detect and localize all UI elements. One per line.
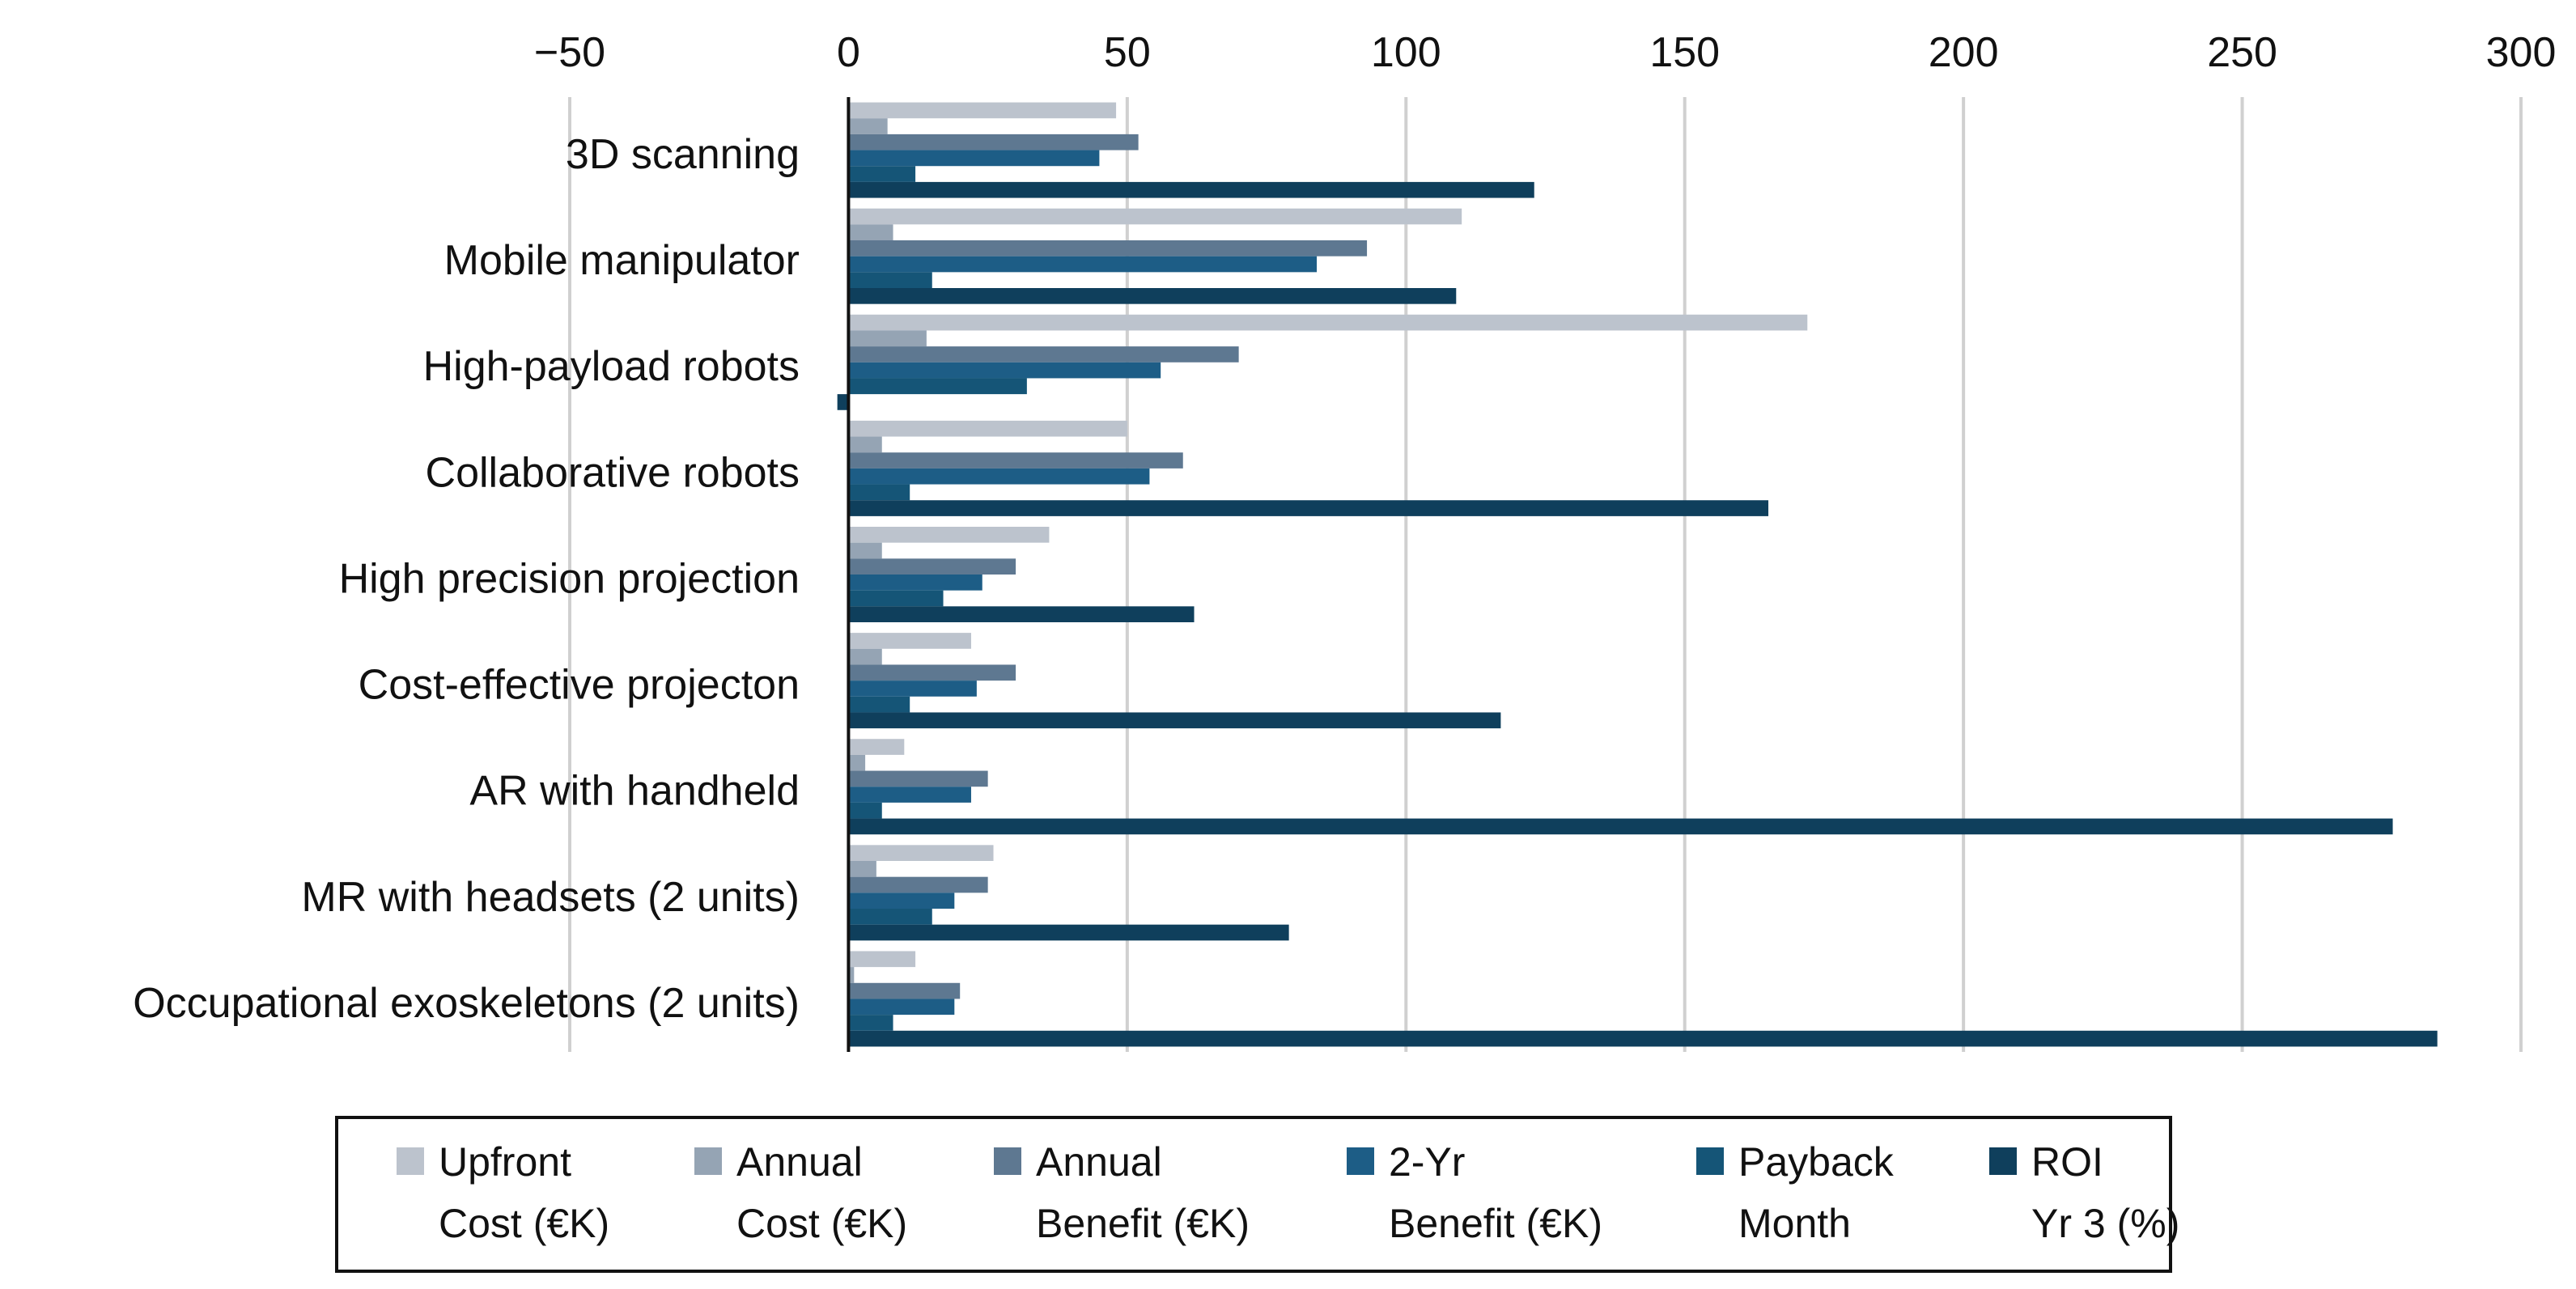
legend-label: Annual — [1036, 1139, 1162, 1185]
bar-annual-cost-k — [848, 118, 888, 134]
bar-payback-month — [848, 590, 944, 607]
category-label: Occupational exoskeletons (2 units) — [133, 980, 800, 1027]
bar-annual-benefit-k — [848, 982, 961, 999]
x-tick-label: 300 — [2486, 29, 2557, 76]
legend-swatch — [397, 1147, 424, 1175]
legend-swatch — [994, 1147, 1021, 1175]
bar-annual-benefit-k — [848, 134, 1139, 151]
legend-label: Month — [1738, 1201, 1851, 1246]
category-label: MR with headsets (2 units) — [301, 874, 800, 921]
category-label: AR with handheld — [469, 768, 800, 815]
x-axis-tick-labels: −50 0 50 100 150 200 250 300 — [534, 29, 2556, 76]
legend-label: 2-Yr — [1389, 1139, 1465, 1185]
bar-annual-benefit-k — [848, 346, 1239, 363]
bar-2-yr-benefit-k — [848, 893, 955, 909]
x-tick-label: 100 — [1371, 29, 1441, 76]
x-tick-label: −50 — [534, 29, 605, 76]
bar-roi-yr-3 — [848, 181, 1534, 198]
legend-swatch — [1347, 1147, 1374, 1175]
bar-annual-benefit-k — [848, 452, 1183, 469]
legend-label: Annual — [736, 1139, 863, 1185]
x-tick-label: 200 — [1929, 29, 1999, 76]
legend-label: ROI — [2031, 1139, 2103, 1185]
bar-annual-cost-k — [848, 542, 882, 559]
bar-2-yr-benefit-k — [848, 787, 971, 803]
category-label: High-payload robots — [423, 343, 800, 390]
bar-annual-cost-k — [848, 648, 882, 665]
bar-roi-yr-3 — [848, 1030, 2438, 1047]
bar-upfront-cost-k — [848, 951, 916, 968]
bar-roi-yr-3 — [848, 818, 2393, 835]
bar-payback-month — [848, 484, 910, 501]
bar-roi-yr-3 — [848, 924, 1289, 941]
bar-2-yr-benefit-k — [848, 468, 1150, 485]
legend-box — [335, 1116, 2172, 1273]
bar-upfront-cost-k — [848, 845, 994, 861]
x-tick-label: 0 — [837, 29, 860, 76]
bar-annual-cost-k — [848, 754, 866, 771]
category-labels: 3D scanning Mobile manipulator High-payloa… — [133, 131, 800, 1027]
bar-2-yr-benefit-k — [848, 256, 1318, 273]
bars — [837, 102, 2438, 1047]
x-tick-label: 250 — [2207, 29, 2277, 76]
category-label: Collaborative robots — [426, 449, 800, 496]
bar-payback-month — [848, 1015, 893, 1031]
bar-upfront-cost-k — [848, 527, 1050, 543]
bar-annual-cost-k — [848, 861, 876, 877]
bar-2-yr-benefit-k — [848, 999, 955, 1016]
bar-2-yr-benefit-k — [848, 681, 977, 697]
bar-upfront-cost-k — [848, 633, 971, 649]
bar-payback-month — [848, 696, 910, 713]
bar-annual-benefit-k — [848, 240, 1368, 257]
bar-payback-month — [848, 166, 916, 182]
category-label: Mobile manipulator — [444, 237, 800, 284]
legend-label: Benefit (€K) — [1036, 1201, 1250, 1246]
bar-payback-month — [848, 378, 1027, 395]
bar-payback-month — [848, 802, 882, 819]
bar-annual-cost-k — [848, 330, 927, 347]
legend-label: Yr 3 (%) — [2031, 1201, 2179, 1246]
bar-upfront-cost-k — [848, 314, 1808, 331]
bar-annual-cost-k — [848, 224, 893, 240]
legend-swatch — [1989, 1147, 2017, 1175]
bar-upfront-cost-k — [848, 420, 1127, 437]
legend-label: Upfront — [439, 1139, 571, 1185]
bar-upfront-cost-k — [848, 208, 1462, 225]
bar-roi-yr-3 — [837, 394, 849, 410]
category-label: High precision projection — [339, 555, 800, 602]
bar-payback-month — [848, 272, 932, 288]
bar-annual-benefit-k — [848, 876, 988, 893]
bar-payback-month — [848, 909, 932, 925]
bar-annual-benefit-k — [848, 770, 988, 787]
x-tick-label: 50 — [1104, 29, 1151, 76]
x-tick-label: 150 — [1649, 29, 1720, 76]
legend: Upfront Cost (€K) Annual Cost (€K) Annual Ben… — [335, 1116, 2179, 1273]
bar-annual-benefit-k — [848, 558, 1016, 575]
legend-label: Payback — [1738, 1139, 1895, 1185]
bar-2-yr-benefit-k — [848, 362, 1161, 379]
legend-label: Cost (€K) — [736, 1201, 907, 1246]
legend-label: Cost (€K) — [439, 1201, 609, 1246]
bar-roi-yr-3 — [848, 500, 1769, 516]
legend-swatch — [694, 1147, 722, 1175]
bar-annual-cost-k — [848, 436, 882, 453]
bar-roi-yr-3 — [848, 288, 1457, 304]
bar-annual-benefit-k — [848, 664, 1016, 681]
legend-label: Benefit (€K) — [1389, 1201, 1602, 1246]
legend-swatch — [1696, 1147, 1724, 1175]
bar-upfront-cost-k — [848, 739, 905, 755]
category-label: 3D scanning — [566, 131, 800, 178]
bar-2-yr-benefit-k — [848, 150, 1100, 167]
category-label: Cost-effective projecton — [359, 662, 800, 709]
bar-roi-yr-3 — [848, 606, 1195, 622]
bar-upfront-cost-k — [848, 102, 1117, 119]
bar-roi-yr-3 — [848, 712, 1501, 729]
bar-annual-cost-k — [848, 967, 855, 983]
bar-2-yr-benefit-k — [848, 575, 982, 591]
